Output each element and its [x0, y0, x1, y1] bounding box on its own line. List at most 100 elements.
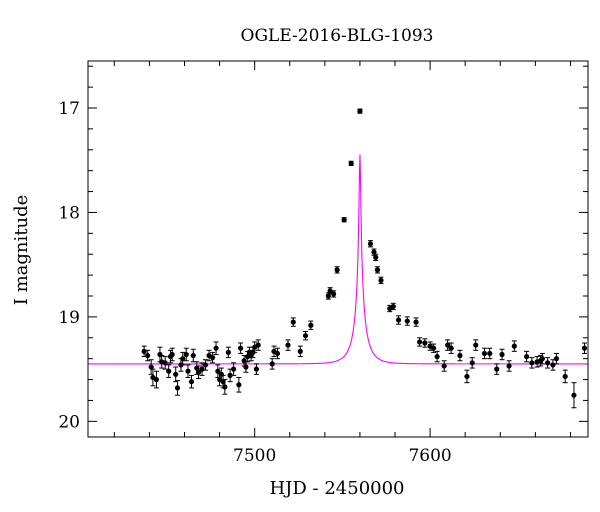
- point-marker: [302, 333, 309, 339]
- point-marker: [348, 160, 354, 166]
- data-point: [195, 365, 202, 380]
- data-point: [448, 342, 454, 354]
- point-marker: [390, 303, 396, 310]
- y-axis-label: I magnitude: [11, 195, 32, 306]
- data-point: [506, 360, 512, 372]
- point-marker: [506, 363, 512, 369]
- data-point: [434, 350, 440, 363]
- point-marker: [487, 350, 493, 357]
- data-point: [553, 352, 560, 365]
- data-point: [464, 369, 470, 384]
- point-marker: [238, 345, 244, 351]
- data-point: [395, 315, 402, 325]
- data-point: [290, 317, 296, 327]
- point-marker: [334, 267, 340, 273]
- y-tick-label: 20: [58, 412, 80, 432]
- point-marker: [422, 340, 428, 346]
- data-point: [188, 374, 195, 389]
- point-marker: [327, 288, 333, 294]
- data-point: [225, 346, 231, 359]
- point-marker: [202, 362, 209, 368]
- data-point: [215, 364, 221, 378]
- point-marker: [169, 351, 175, 358]
- data-point: [166, 364, 172, 378]
- point-marker: [222, 384, 228, 390]
- x-tick-label: 7500: [233, 446, 276, 466]
- point-marker: [523, 353, 530, 360]
- data-point: [209, 351, 216, 364]
- point-marker: [325, 293, 331, 299]
- data-point: [269, 358, 275, 370]
- data-point: [253, 363, 260, 375]
- data-point: [190, 348, 196, 363]
- x-axis-label: HJD - 2450000: [269, 478, 404, 499]
- point-marker: [148, 364, 154, 370]
- data-point: [457, 349, 463, 362]
- chart-title: OGLE-2016-BLG-1093: [241, 26, 434, 46]
- point-marker: [434, 353, 440, 360]
- x-tick-label: 7600: [408, 446, 451, 466]
- data-point: [274, 347, 281, 360]
- y-tick-label: 19: [58, 308, 80, 328]
- data-point: [469, 357, 475, 369]
- model-curve-group: [88, 154, 588, 365]
- data-point: [145, 349, 151, 362]
- point-marker: [562, 373, 568, 380]
- point-marker: [236, 382, 242, 388]
- data-point: [169, 347, 175, 362]
- point-marker: [374, 267, 381, 273]
- data-points-group: [141, 108, 588, 409]
- data-point: [373, 253, 379, 261]
- point-marker: [153, 376, 160, 383]
- model-curve: [88, 154, 588, 365]
- point-marker: [545, 360, 551, 366]
- data-point: [431, 343, 437, 353]
- data-point: [413, 317, 419, 327]
- point-marker: [180, 356, 186, 362]
- point-marker: [173, 371, 179, 377]
- point-marker: [183, 351, 189, 358]
- data-point: [348, 160, 354, 166]
- point-marker: [494, 366, 500, 372]
- data-point: [416, 337, 423, 347]
- point-marker: [290, 319, 296, 325]
- data-point: [562, 369, 568, 384]
- data-point: [357, 108, 363, 114]
- data-point: [374, 266, 381, 274]
- data-point: [523, 350, 530, 363]
- data-point: [308, 320, 314, 330]
- data-point: [180, 351, 186, 366]
- point-marker: [373, 254, 379, 260]
- point-marker: [174, 385, 181, 391]
- point-marker: [395, 317, 402, 323]
- plot-frame: [87, 60, 589, 438]
- point-marker: [162, 360, 168, 366]
- data-point: [231, 362, 237, 376]
- point-marker: [413, 319, 419, 325]
- point-marker: [166, 368, 172, 374]
- point-marker: [581, 345, 588, 351]
- data-point: [148, 359, 154, 375]
- point-marker: [529, 360, 535, 366]
- point-marker: [215, 368, 221, 374]
- point-marker: [511, 343, 517, 349]
- point-marker: [231, 366, 237, 372]
- point-marker: [448, 345, 454, 351]
- point-marker: [416, 339, 423, 345]
- point-marker: [431, 345, 437, 351]
- point-marker: [188, 379, 195, 385]
- data-point: [153, 370, 160, 389]
- data-point: [285, 339, 291, 351]
- point-marker: [539, 356, 545, 362]
- data-point: [174, 380, 181, 396]
- point-marker: [185, 368, 191, 374]
- data-point: [441, 360, 447, 372]
- point-marker: [255, 342, 261, 348]
- point-marker: [499, 351, 505, 358]
- point-marker: [473, 342, 479, 348]
- point-marker: [341, 217, 347, 223]
- data-point: [581, 342, 588, 354]
- point-marker: [469, 360, 475, 366]
- point-marker: [378, 277, 384, 283]
- data-point: [545, 357, 551, 369]
